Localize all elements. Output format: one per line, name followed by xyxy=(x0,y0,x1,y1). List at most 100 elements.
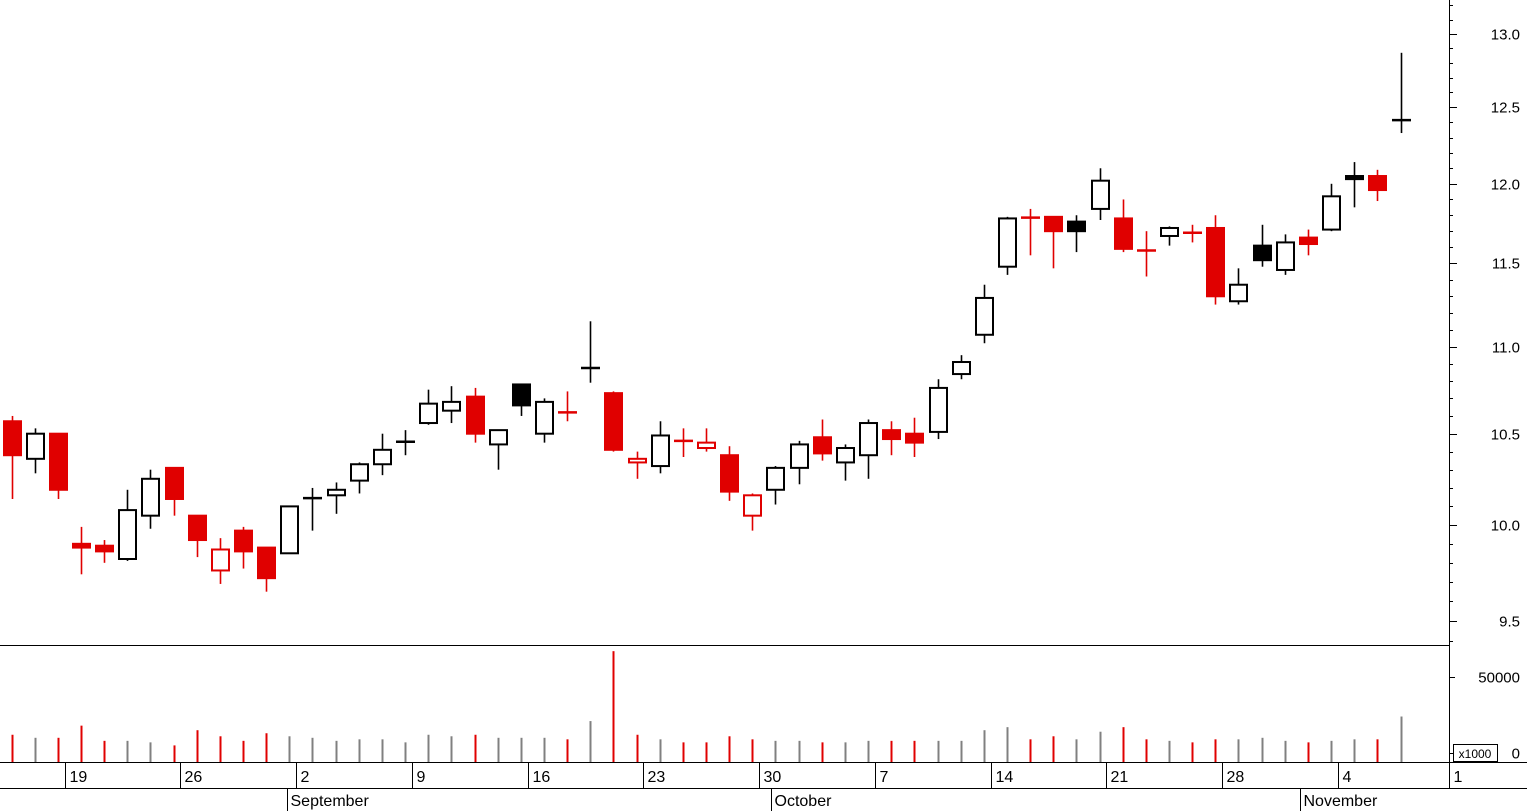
volume-tick-label: 0 xyxy=(1512,746,1520,763)
month-label: November xyxy=(1304,793,1378,810)
candle-body xyxy=(1206,226,1225,298)
candle xyxy=(651,421,670,474)
candle xyxy=(1160,226,1179,246)
candle-body xyxy=(720,454,739,493)
candle xyxy=(628,451,647,479)
candle xyxy=(1253,224,1272,267)
candle-body xyxy=(95,544,114,553)
candle-body xyxy=(1345,175,1364,181)
day-tick-label: 1 xyxy=(1454,769,1463,786)
candle-body xyxy=(1160,226,1179,237)
candle xyxy=(1114,199,1133,253)
candle-body xyxy=(975,296,994,336)
candle xyxy=(118,489,137,561)
candle xyxy=(952,355,971,380)
candle-body xyxy=(651,434,670,468)
day-tick-label: 16 xyxy=(533,769,551,786)
candle xyxy=(327,482,346,514)
candle xyxy=(3,415,22,499)
candle xyxy=(697,428,716,452)
candle-body xyxy=(327,488,346,497)
candle xyxy=(743,493,762,531)
candle-body xyxy=(72,542,91,549)
day-tick-label: 19 xyxy=(70,769,88,786)
candle-body xyxy=(1276,241,1295,271)
candle xyxy=(535,398,554,443)
candle xyxy=(280,505,299,555)
candle xyxy=(1229,268,1248,305)
candle xyxy=(350,462,369,494)
candle xyxy=(1067,215,1086,253)
candle xyxy=(882,421,901,456)
day-tick-label: 30 xyxy=(764,769,782,786)
candle-body xyxy=(188,514,207,542)
candle-body xyxy=(350,463,369,482)
candle-body xyxy=(466,395,485,435)
candle xyxy=(1091,168,1110,221)
price-tick-label: 11.0 xyxy=(1492,340,1520,357)
candle-body xyxy=(234,529,253,553)
candlestick-series xyxy=(3,52,1411,592)
candle-body xyxy=(419,402,438,425)
chart-frame xyxy=(0,0,1527,789)
candle xyxy=(141,469,160,529)
candle-body xyxy=(604,392,623,451)
candle xyxy=(95,540,114,563)
candle-body xyxy=(1229,283,1248,303)
candle xyxy=(234,526,253,569)
candle xyxy=(1137,231,1156,277)
day-tick-label: 26 xyxy=(185,769,203,786)
candle xyxy=(257,546,276,592)
candle xyxy=(905,417,924,458)
candle xyxy=(1206,215,1225,305)
price-tick-label: 10.0 xyxy=(1491,518,1520,535)
price-tick-label: 10.5 xyxy=(1491,427,1520,444)
candle-body xyxy=(1368,175,1387,192)
candle-body xyxy=(280,505,299,555)
candle xyxy=(1276,234,1295,275)
candle xyxy=(72,526,91,575)
candle-body xyxy=(1044,215,1063,233)
price-tick-label: 9.5 xyxy=(1499,614,1520,631)
candle xyxy=(512,383,531,416)
day-tick-label: 4 xyxy=(1343,769,1352,786)
candle-body xyxy=(512,383,531,407)
candle-body xyxy=(813,436,832,455)
day-tick-label: 7 xyxy=(880,769,889,786)
candle xyxy=(1345,162,1364,208)
candle xyxy=(859,419,878,479)
candle xyxy=(836,444,855,481)
candle xyxy=(720,446,739,501)
candle-body xyxy=(1067,220,1086,233)
candle xyxy=(303,487,322,531)
candle-body xyxy=(442,400,461,412)
candle-body xyxy=(952,361,971,376)
candle xyxy=(674,428,693,458)
volume-multiplier-box xyxy=(1453,744,1498,762)
candle xyxy=(1183,224,1202,243)
candle-body xyxy=(1299,236,1318,246)
price-tick-label: 11.5 xyxy=(1492,256,1520,273)
candle xyxy=(975,284,994,344)
month-label: October xyxy=(775,793,833,810)
candle-body xyxy=(489,429,508,446)
candle-body xyxy=(49,432,68,491)
candle xyxy=(929,379,948,440)
candle-body xyxy=(26,432,45,460)
candle xyxy=(165,466,184,516)
price-axis: 9.5 10.0 10.5 11.0 11.5 12.0 12.5 13.0 xyxy=(1449,5,1520,642)
candle-body xyxy=(628,457,647,464)
candle-body xyxy=(141,477,160,517)
price-tick-label: 12.0 xyxy=(1491,177,1520,194)
candle xyxy=(489,429,508,470)
candle-body xyxy=(1322,195,1341,231)
candle-body xyxy=(790,443,809,469)
candle xyxy=(188,514,207,558)
price-tick-label: 13.0 xyxy=(1491,27,1520,44)
candle xyxy=(49,432,68,499)
day-tick-label: 9 xyxy=(417,769,426,786)
candle-body xyxy=(257,546,276,580)
candle-body xyxy=(535,400,554,435)
candle xyxy=(396,430,415,456)
